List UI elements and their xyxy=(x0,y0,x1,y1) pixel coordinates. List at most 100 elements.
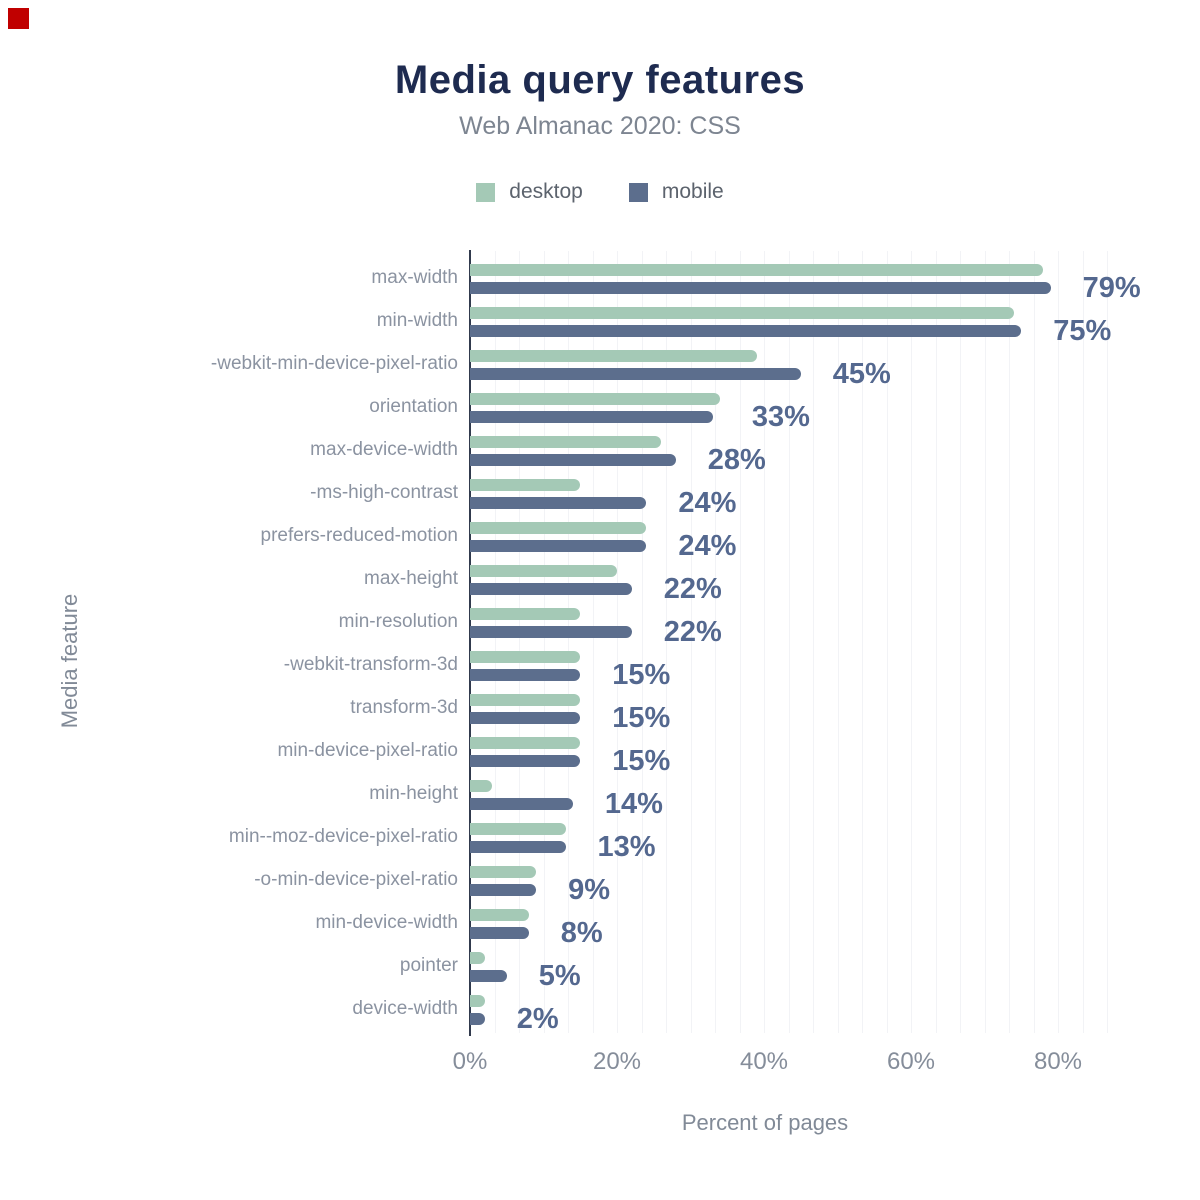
gridline xyxy=(935,251,937,1033)
x-tick-label: 20% xyxy=(592,1048,642,1075)
mobile-bar xyxy=(470,454,676,466)
desktop-bar xyxy=(470,608,581,620)
value-label: 2% xyxy=(516,1003,559,1035)
mobile-bar xyxy=(470,411,713,423)
bar-row: -webkit-min-device-pixel-ratio 45% xyxy=(211,342,1200,389)
value-label: 22% xyxy=(663,616,722,648)
bar-row: min-height 14% xyxy=(369,772,1200,819)
value-label: 79% xyxy=(1082,272,1141,304)
category-label: min-width xyxy=(376,309,458,331)
desktop-bar xyxy=(470,651,581,663)
value-label: 15% xyxy=(612,745,671,777)
gridline xyxy=(1009,251,1010,1033)
desktop-bar xyxy=(470,780,493,792)
gridline xyxy=(764,251,765,1033)
mobile-bar xyxy=(470,368,801,380)
value-label: 9% xyxy=(568,874,611,906)
desktop-bar xyxy=(470,393,720,405)
category-label: -webkit-min-device-pixel-ratio xyxy=(210,352,458,374)
desktop-bar xyxy=(470,436,662,448)
bar-row: prefers-reduced-motion 24% xyxy=(261,514,1200,561)
desktop-bar xyxy=(470,350,757,362)
legend-swatch-mobile xyxy=(628,182,648,202)
category-label: max-device-width xyxy=(310,438,458,460)
category-label: device-width xyxy=(352,997,458,1019)
bar-row: min--moz-device-pixel-ratio 13% xyxy=(229,815,1200,862)
category-label: min--moz-device-pixel-ratio xyxy=(228,825,458,847)
gridline xyxy=(837,251,839,1033)
category-label: min-device-width xyxy=(315,911,458,933)
red-marker xyxy=(8,8,29,29)
legend-label: desktop xyxy=(509,180,583,203)
gridline xyxy=(494,251,496,1033)
desktop-bar xyxy=(470,995,485,1007)
gridline xyxy=(1058,251,1059,1033)
category-label: min-resolution xyxy=(338,610,458,632)
desktop-bar xyxy=(470,307,1014,319)
chart-subtitle: Web Almanac 2020: CSS xyxy=(459,112,741,140)
bar-row: orientation 33% xyxy=(369,385,1200,432)
mobile-bar xyxy=(470,841,566,853)
gridline xyxy=(984,251,986,1033)
y-axis-title: Media feature xyxy=(57,593,82,729)
category-label: min-height xyxy=(369,782,458,804)
gridline xyxy=(592,251,594,1033)
value-label: 28% xyxy=(707,444,766,476)
desktop-bar xyxy=(470,694,581,706)
desktop-bar xyxy=(470,264,1044,276)
value-label: 15% xyxy=(612,702,671,734)
gridline xyxy=(886,251,888,1033)
x-tick-label: 60% xyxy=(886,1048,936,1075)
desktop-bar xyxy=(470,823,566,835)
category-label: -o-min-device-pixel-ratio xyxy=(254,868,458,890)
bar-row: min-device-pixel-ratio 15% xyxy=(277,729,1200,776)
x-tick-label: 40% xyxy=(739,1048,789,1075)
value-label: 22% xyxy=(663,573,722,605)
bar-row: min-device-width 8% xyxy=(315,901,1200,948)
bar-row: device-width 2% xyxy=(352,987,1200,1034)
category-label: pointer xyxy=(399,954,458,976)
legend-item-mobile: mobile xyxy=(628,180,724,204)
gridline xyxy=(519,251,520,1033)
desktop-bar xyxy=(470,565,617,577)
desktop-bar xyxy=(470,952,485,964)
category-label: max-height xyxy=(364,567,458,589)
bar-row: -webkit-transform-3d 15% xyxy=(284,643,1200,690)
mobile-bar xyxy=(470,755,581,767)
x-axis-title: Percent of pages xyxy=(681,1110,849,1135)
mobile-bar xyxy=(470,325,1022,337)
value-label: 5% xyxy=(538,960,581,992)
gridline xyxy=(1082,251,1084,1033)
category-label: -ms-high-contrast xyxy=(310,481,458,503)
mobile-bar xyxy=(470,282,1051,294)
bar-row: min-resolution 22% xyxy=(339,600,1200,647)
mobile-bar xyxy=(470,669,581,681)
mobile-bar xyxy=(470,626,632,638)
gridline xyxy=(715,251,716,1033)
bar-row: -o-min-device-pixel-ratio 9% xyxy=(254,858,1200,905)
gridline xyxy=(813,251,814,1033)
mobile-bar xyxy=(470,798,573,810)
legend: desktop mobile xyxy=(0,180,1200,204)
x-tick-label: 0% xyxy=(452,1048,488,1075)
gridline xyxy=(543,251,545,1033)
bar-row: transform-3d 15% xyxy=(350,686,1200,733)
gridline xyxy=(862,251,863,1033)
gridline xyxy=(960,251,961,1033)
category-label: orientation xyxy=(369,395,458,417)
gridline xyxy=(641,251,643,1033)
category-label: min-device-pixel-ratio xyxy=(277,739,458,761)
x-tick-label: 80% xyxy=(1033,1048,1083,1075)
legend-label: mobile xyxy=(661,180,724,203)
value-label: 15% xyxy=(612,659,671,691)
mobile-bar xyxy=(470,712,581,724)
bar-row: -ms-high-contrast 24% xyxy=(310,471,1200,518)
gridline xyxy=(1033,251,1035,1033)
mobile-bar xyxy=(470,970,507,982)
gridline xyxy=(690,251,692,1033)
category-label: max-width xyxy=(371,266,458,288)
mobile-bar xyxy=(470,884,537,896)
gridline xyxy=(739,251,741,1033)
value-label: 24% xyxy=(678,487,737,519)
